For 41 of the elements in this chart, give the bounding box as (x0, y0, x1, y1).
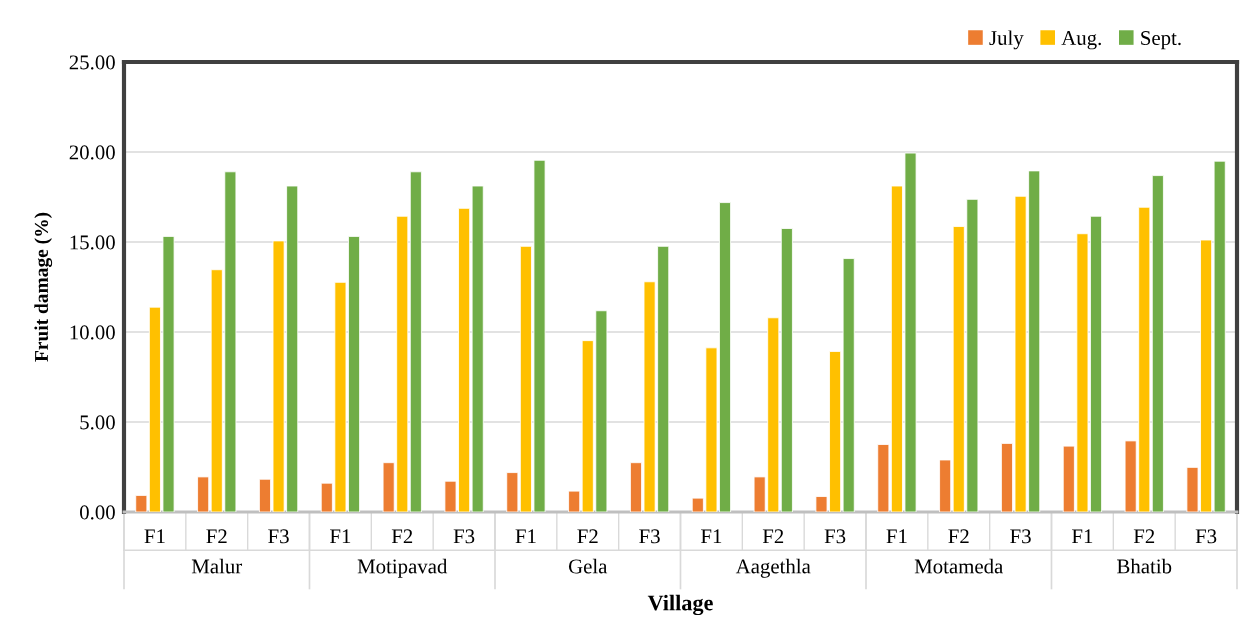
y-axis-title: Fruit damage (%) (34, 212, 53, 362)
x-tick-label: F2 (206, 529, 227, 544)
x-tick-label: F1 (701, 529, 722, 544)
bar (568, 490, 581, 512)
text: Motipavad (357, 558, 448, 578)
x-tick-label: F2 (762, 529, 784, 544)
text: Motameda (914, 558, 1004, 574)
text: Malur (191, 558, 243, 574)
bar (939, 459, 952, 512)
x-tick-label: F2 (391, 529, 413, 544)
text: Bhatib (1117, 558, 1172, 574)
legend-label: July (989, 30, 1024, 50)
y-tick-label: 15.00 (70, 235, 115, 250)
y-tick-label: 5.00 (80, 415, 115, 430)
x-tick-label: F2 (1133, 529, 1155, 544)
bar (780, 228, 793, 512)
x-tick-label: F2 (948, 529, 969, 544)
text: Gela (568, 558, 608, 574)
x-tick-label: F3 (1195, 529, 1217, 544)
y-tick-label: 10.00 (70, 325, 115, 340)
x-tick-label: F3 (1010, 529, 1031, 544)
x-tick-label: F3 (453, 529, 475, 544)
x-tick-label: F1 (144, 529, 165, 544)
bar (1151, 175, 1164, 512)
x-tick-label: F1 (515, 529, 536, 544)
text: Aagethla (735, 558, 811, 578)
bar (197, 476, 210, 512)
y-tick-label: 25.00 (69, 55, 115, 70)
x-tick-label: F1 (886, 529, 907, 544)
x-axis-title: Village (647, 594, 713, 616)
x-tick-label: F1 (1072, 529, 1093, 544)
bar (409, 171, 422, 512)
legend-label: Sept. (1141, 31, 1181, 50)
legend-label: Aug. (1061, 31, 1101, 50)
x-tick-label: F3 (824, 529, 846, 544)
y-tick-label: 20.00 (69, 145, 115, 160)
x-tick-label: F3 (639, 529, 660, 544)
x-tick-label: F3 (268, 529, 289, 544)
x-tick-label: F1 (330, 529, 351, 544)
y-tick-label: 0.00 (80, 505, 115, 520)
x-tick-label: F2 (577, 529, 598, 544)
